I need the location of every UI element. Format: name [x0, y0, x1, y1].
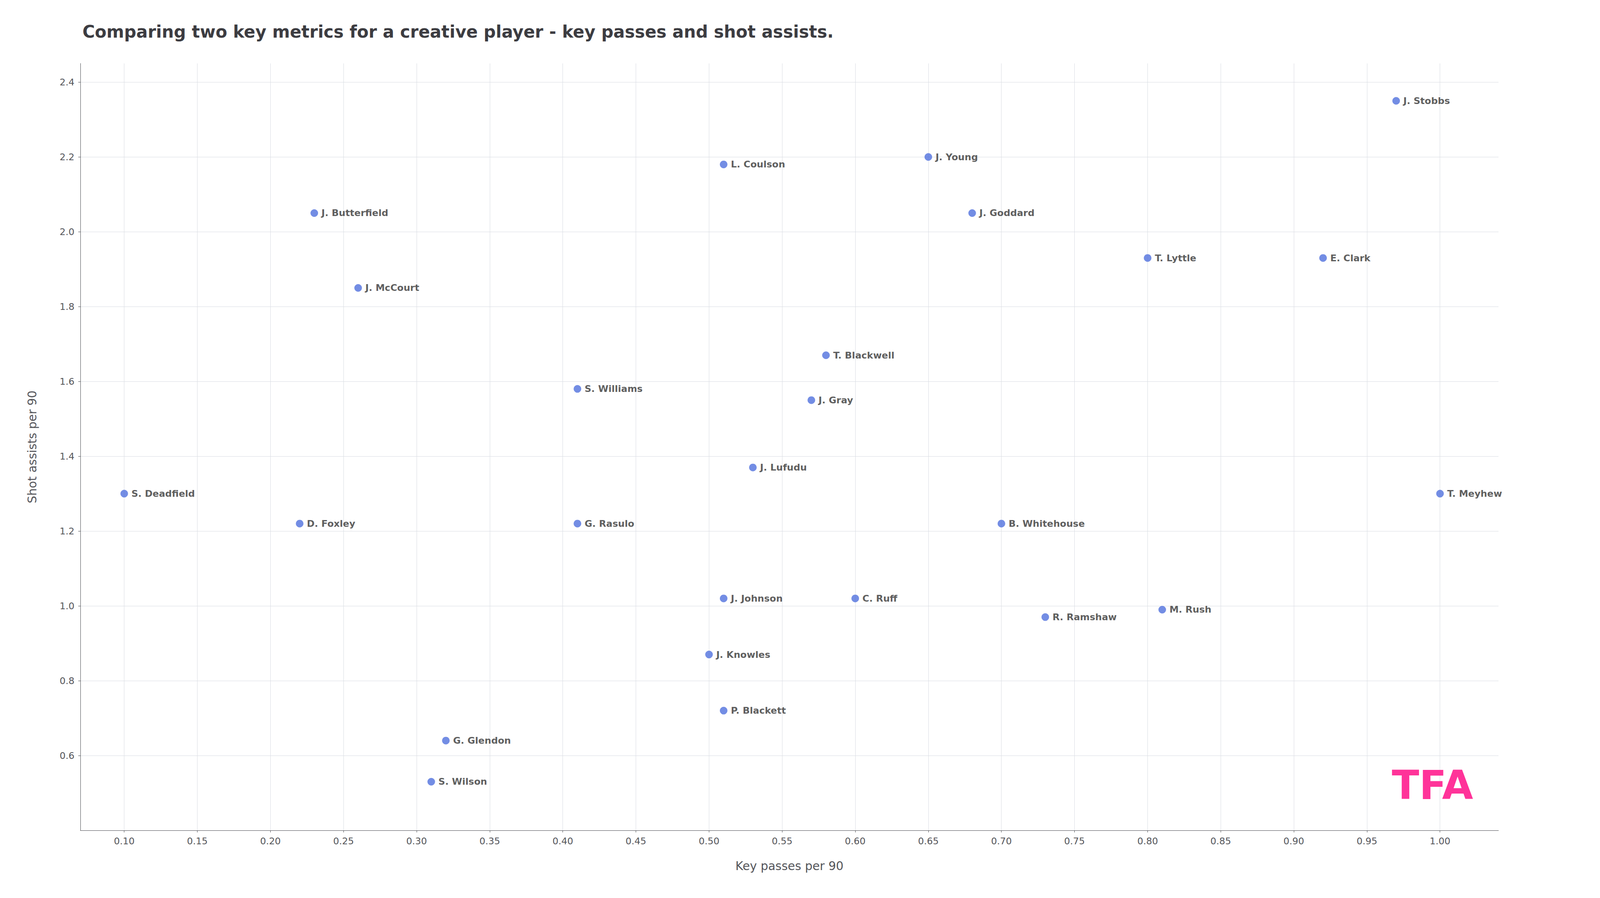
svg-text:T. Lyttle: T. Lyttle: [1154, 252, 1197, 264]
svg-text:0.6: 0.6: [59, 750, 75, 762]
svg-text:T. Meyhew: T. Meyhew: [1447, 488, 1503, 500]
svg-text:J. Goddard: J. Goddard: [978, 207, 1035, 219]
svg-text:0.70: 0.70: [990, 836, 1012, 847]
svg-text:B. Whitehouse: B. Whitehouse: [1008, 518, 1085, 530]
svg-text:J. Knowles: J. Knowles: [715, 649, 771, 661]
svg-text:2.2: 2.2: [59, 151, 75, 163]
svg-text:2.0: 2.0: [59, 226, 75, 238]
svg-text:0.90: 0.90: [1283, 836, 1305, 847]
svg-text:1.8: 1.8: [59, 301, 75, 313]
svg-text:J. Gray: J. Gray: [817, 395, 854, 406]
svg-text:0.75: 0.75: [1064, 836, 1085, 847]
svg-text:Comparing two key metrics for: Comparing two key metrics for a creative…: [82, 21, 834, 42]
svg-text:1.2: 1.2: [59, 526, 75, 537]
svg-text:0.85: 0.85: [1210, 836, 1232, 847]
svg-text:Key passes per 90: Key passes per 90: [735, 859, 844, 874]
svg-text:S. Williams: S. Williams: [584, 383, 643, 395]
svg-text:0.80: 0.80: [1137, 836, 1159, 847]
svg-text:S. Wilson: S. Wilson: [438, 776, 488, 788]
svg-text:P. Blackett: P. Blackett: [730, 705, 787, 717]
svg-text:0.35: 0.35: [479, 836, 500, 847]
svg-text:C. Ruff: C. Ruff: [862, 593, 898, 604]
svg-text:0.45: 0.45: [625, 836, 647, 847]
svg-text:T. Blackwell: T. Blackwell: [833, 350, 895, 361]
svg-text:0.55: 0.55: [771, 836, 793, 847]
svg-text:D. Foxley: D. Foxley: [307, 518, 356, 530]
svg-text:J. Johnson: J. Johnson: [730, 593, 783, 604]
svg-text:0.15: 0.15: [186, 836, 208, 847]
svg-text:TFA: TFA: [1391, 762, 1474, 809]
svg-text:J. Stobbs: J. Stobbs: [1402, 95, 1450, 107]
svg-text:0.60: 0.60: [845, 836, 866, 847]
svg-text:M. Rush: M. Rush: [1169, 604, 1212, 615]
svg-text:0.10: 0.10: [113, 836, 135, 847]
svg-text:0.65: 0.65: [917, 836, 939, 847]
svg-text:1.6: 1.6: [59, 376, 75, 387]
svg-text:2.4: 2.4: [59, 76, 75, 88]
svg-text:G. Glendon: G. Glendon: [452, 735, 511, 747]
svg-text:0.50: 0.50: [698, 836, 720, 847]
svg-text:J. Young: J. Young: [934, 151, 978, 163]
svg-text:0.40: 0.40: [552, 836, 574, 847]
svg-text:0.25: 0.25: [333, 836, 355, 847]
svg-text:J. McCourt: J. McCourt: [364, 282, 420, 294]
svg-text:E. Clark: E. Clark: [1330, 252, 1371, 264]
svg-text:G. Rasulo: G. Rasulo: [584, 518, 634, 530]
svg-text:J. Lufudu: J. Lufudu: [759, 462, 807, 473]
svg-text:S. Deadfield: S. Deadfield: [131, 488, 195, 500]
svg-text:1.00: 1.00: [1429, 836, 1451, 847]
svg-text:0.30: 0.30: [406, 836, 428, 847]
svg-text:R. Ramshaw: R. Ramshaw: [1052, 612, 1117, 623]
svg-text:0.20: 0.20: [260, 836, 281, 847]
svg-text:J. Butterfield: J. Butterfield: [320, 207, 389, 219]
svg-text:0.8: 0.8: [59, 675, 75, 687]
svg-text:1.4: 1.4: [59, 451, 75, 462]
svg-text:L. Coulson: L. Coulson: [730, 159, 785, 170]
svg-text:Shot assists per 90: Shot assists per 90: [25, 390, 40, 504]
svg-text:1.0: 1.0: [59, 601, 75, 612]
svg-text:0.95: 0.95: [1356, 836, 1378, 847]
